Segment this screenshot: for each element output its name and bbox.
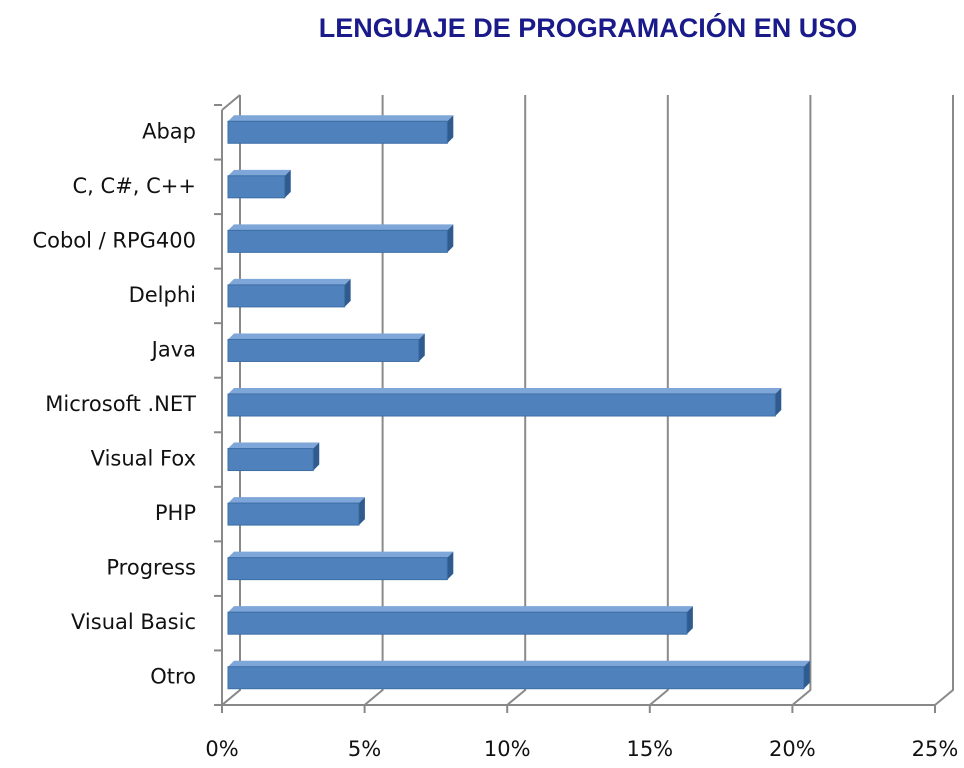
y-tick-label: Visual Basic — [71, 610, 196, 634]
bar — [227, 448, 314, 472]
y-tick-label: Java — [150, 337, 196, 361]
chart-title: LENGUAJE DE PROGRAMACIÓN EN USO — [319, 12, 858, 43]
bar-top — [228, 551, 454, 558]
y-tick-label: C, C#, C++ — [73, 174, 196, 198]
bar-top — [228, 224, 454, 231]
bar-side — [686, 606, 693, 635]
bar — [227, 393, 776, 417]
bar — [227, 175, 286, 199]
bar — [227, 284, 346, 308]
bar-top — [228, 606, 693, 613]
bar — [227, 666, 805, 690]
y-tick-label: Microsoft .NET — [45, 392, 196, 416]
x-tick-label: 15% — [626, 737, 673, 761]
bar-side — [313, 442, 320, 471]
bar-side — [344, 278, 351, 307]
grid-line — [934, 95, 954, 706]
bar-side — [447, 224, 454, 253]
bar-side — [447, 551, 454, 580]
bar — [227, 229, 448, 253]
y-tick-label: Otro — [150, 665, 196, 689]
y-tick-label: Abap — [142, 119, 196, 143]
bar-top — [228, 442, 320, 449]
x-tick-label: 25% — [912, 737, 959, 761]
bar-top — [228, 497, 365, 504]
bar-top — [228, 388, 782, 394]
y-tick-label: Delphi — [129, 283, 196, 307]
grid-line — [649, 95, 669, 706]
grid-line — [363, 95, 384, 706]
bar — [227, 557, 448, 581]
x-tick-label: 5% — [348, 737, 381, 761]
bar — [227, 120, 448, 144]
grid-line — [791, 95, 812, 706]
grid-line — [506, 95, 527, 706]
bar-side — [358, 497, 365, 526]
x-tick-label: 10% — [484, 737, 531, 761]
bar-top — [228, 115, 454, 122]
y-tick-label: PHP — [155, 501, 196, 525]
axis-wall — [221, 94, 241, 111]
bar-top — [228, 333, 425, 340]
bar — [227, 502, 360, 526]
bar-side — [418, 333, 425, 362]
x-tick-label: 0% — [205, 737, 238, 761]
bar-side — [284, 169, 291, 198]
y-tick-label: Cobol / RPG400 — [32, 228, 196, 252]
y-tick-label: Progress — [106, 556, 196, 580]
bar-top — [228, 169, 291, 176]
bar-top — [228, 660, 810, 667]
bar-side — [447, 115, 454, 144]
bar — [227, 611, 688, 635]
bar-side — [775, 388, 782, 416]
y-tick-label: Visual Fox — [91, 447, 196, 471]
bar — [227, 338, 420, 362]
x-tick-label: 20% — [769, 737, 816, 761]
bar-side — [803, 660, 810, 689]
bar-top — [228, 278, 351, 285]
